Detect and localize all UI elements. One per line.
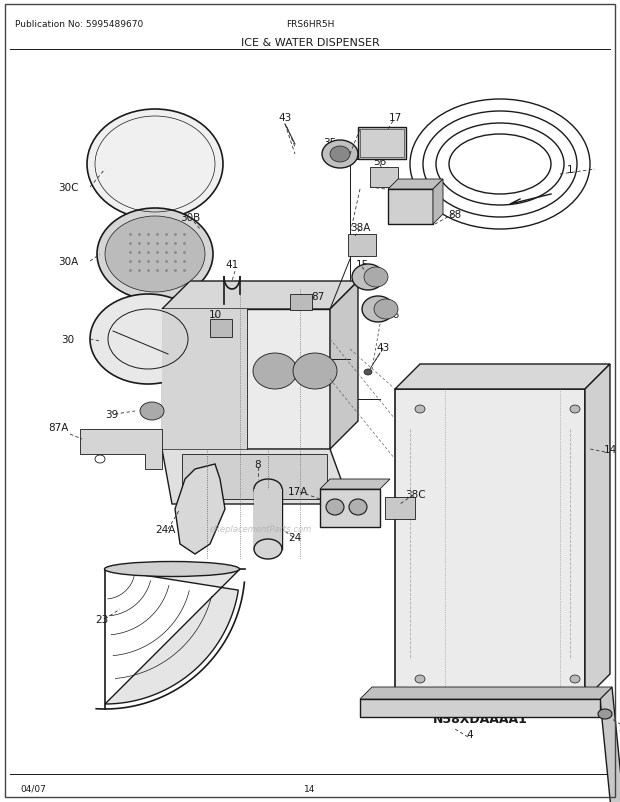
Text: 41: 41 (226, 260, 239, 269)
Bar (360, 699, 600, 717)
Polygon shape (395, 365, 610, 390)
Ellipse shape (364, 268, 388, 288)
Ellipse shape (570, 406, 580, 414)
Text: 43: 43 (278, 113, 291, 123)
Polygon shape (162, 310, 247, 449)
Ellipse shape (349, 500, 367, 516)
Text: 43: 43 (376, 342, 389, 353)
Polygon shape (105, 569, 240, 704)
Polygon shape (162, 310, 330, 449)
Ellipse shape (374, 300, 398, 320)
Ellipse shape (105, 217, 205, 293)
Ellipse shape (326, 500, 344, 516)
Text: FRS6HR5H: FRS6HR5H (286, 20, 334, 29)
Bar (358, 128, 406, 160)
Ellipse shape (598, 709, 612, 719)
Text: 39: 39 (105, 410, 118, 419)
Text: 4: 4 (467, 729, 473, 739)
Text: 04/07: 04/07 (20, 784, 46, 793)
Text: 8: 8 (255, 460, 261, 469)
Text: 38A: 38A (350, 223, 370, 233)
Polygon shape (600, 687, 620, 802)
Ellipse shape (293, 354, 337, 390)
Bar (395, 390, 585, 699)
Text: 30: 30 (61, 334, 74, 345)
Text: 82: 82 (618, 724, 620, 734)
Bar (370, 168, 398, 188)
Ellipse shape (330, 147, 350, 163)
Bar (182, 455, 327, 500)
Text: 17A: 17A (288, 486, 308, 496)
Text: 87A: 87A (48, 423, 68, 432)
Polygon shape (388, 180, 443, 190)
Polygon shape (433, 180, 443, 225)
Text: 30B: 30B (180, 213, 200, 223)
Ellipse shape (253, 354, 297, 390)
Polygon shape (162, 282, 358, 310)
Text: 24A: 24A (155, 525, 175, 534)
Text: 15: 15 (355, 260, 369, 269)
Ellipse shape (140, 403, 164, 420)
Text: 1: 1 (567, 164, 574, 175)
Text: 35: 35 (324, 138, 337, 148)
Ellipse shape (87, 110, 223, 220)
Text: 10: 10 (208, 310, 221, 320)
Bar (360, 130, 404, 158)
Ellipse shape (415, 406, 425, 414)
Ellipse shape (352, 265, 384, 290)
Ellipse shape (322, 141, 358, 168)
Text: N58XDAAAA1: N58XDAAAA1 (433, 713, 528, 726)
Ellipse shape (90, 294, 206, 384)
Bar (385, 497, 415, 520)
Bar (290, 294, 312, 310)
Text: 87: 87 (311, 292, 325, 302)
Text: 14: 14 (603, 444, 617, 455)
Text: 23: 23 (95, 614, 108, 624)
Text: 30A: 30A (58, 257, 78, 267)
Bar (320, 489, 380, 528)
Ellipse shape (254, 539, 282, 559)
Ellipse shape (364, 370, 372, 375)
Polygon shape (320, 480, 390, 489)
Ellipse shape (362, 297, 394, 322)
Text: ICE & WATER DISPENSER: ICE & WATER DISPENSER (241, 38, 379, 48)
Text: 24: 24 (288, 533, 301, 542)
Polygon shape (162, 449, 350, 504)
Text: 56: 56 (373, 157, 387, 167)
Text: eReplacementParts.com: eReplacementParts.com (210, 525, 312, 534)
Polygon shape (360, 687, 612, 699)
Text: 17: 17 (388, 113, 402, 123)
Bar (210, 320, 232, 338)
Polygon shape (175, 464, 225, 554)
Ellipse shape (254, 480, 282, 500)
Text: 14: 14 (304, 784, 316, 793)
Text: 38C: 38C (405, 489, 425, 500)
Polygon shape (585, 365, 610, 699)
Ellipse shape (105, 561, 239, 577)
Ellipse shape (97, 209, 213, 301)
Text: 30C: 30C (58, 183, 78, 192)
Polygon shape (80, 429, 162, 469)
Bar (254, 489, 282, 549)
Ellipse shape (415, 675, 425, 683)
Text: Publication No: 5995489670: Publication No: 5995489670 (15, 20, 143, 29)
Ellipse shape (570, 675, 580, 683)
Bar (388, 190, 433, 225)
Polygon shape (330, 282, 358, 449)
Text: 88: 88 (448, 210, 462, 220)
Bar (348, 235, 376, 257)
Text: 16: 16 (386, 310, 400, 320)
